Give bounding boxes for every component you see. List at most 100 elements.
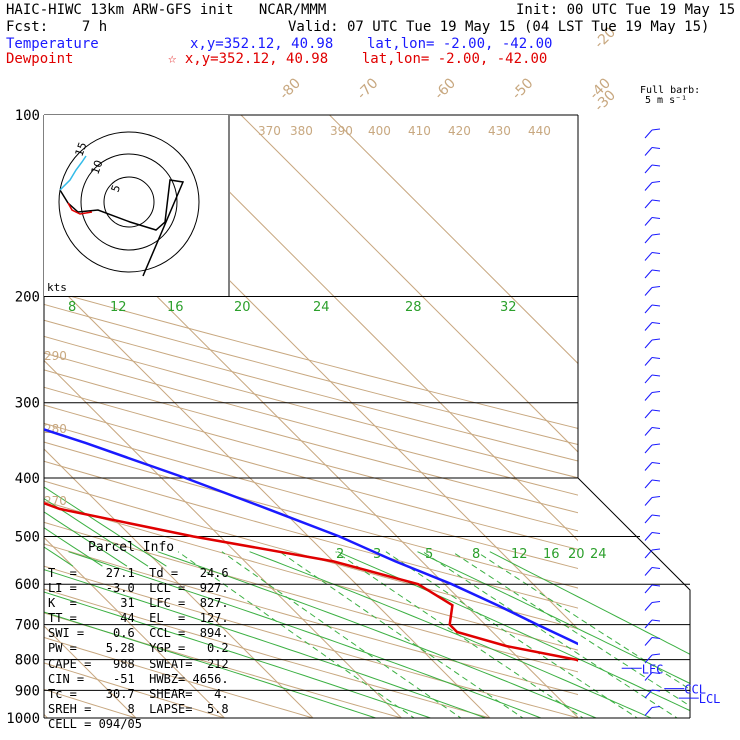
wind-barb-flag <box>644 654 653 664</box>
barb-legend-line2: 5 m s⁻¹ <box>645 95 688 106</box>
dry-adiabat-line <box>44 565 578 718</box>
pressure-tick-label: 500 <box>15 529 40 545</box>
plot-frame-skew <box>577 477 691 718</box>
theta-label: 370 <box>258 124 281 138</box>
dewpoint-location: ☆ x,y=352.12, 40.98 lat,lon= -2.00, -42.… <box>168 51 548 67</box>
wind-barb-flag <box>644 619 653 629</box>
dry-adiabat-line <box>44 319 578 462</box>
wind-barb-flag <box>644 357 653 366</box>
temperature-label: Temperature <box>6 36 99 52</box>
dry-adiabat-line <box>44 352 578 496</box>
hodograph-units-label: kts <box>47 281 67 294</box>
hodograph-trace <box>59 179 185 277</box>
wind-barb-flag <box>644 444 653 454</box>
mixing-ratio-label: 2 <box>336 547 344 562</box>
wind-barb <box>651 252 661 254</box>
pressure-tick-label: 300 <box>15 396 40 412</box>
wind-barb <box>651 217 661 219</box>
wind-barb-flag <box>644 339 653 349</box>
theta-label: 270 <box>44 494 67 508</box>
wind-barb <box>651 147 661 149</box>
mixing-ratio-line <box>279 551 543 718</box>
wind-barb-flag <box>644 252 653 261</box>
isotherm-line <box>328 115 578 365</box>
isotherm-line <box>44 536 226 718</box>
isotherm-line <box>44 271 491 718</box>
dewpoint-profile <box>44 501 578 662</box>
mixing-ratio-label: 16 <box>167 300 184 315</box>
barb-legend-line1: Full barb: <box>640 85 701 96</box>
wind-barb-flag <box>644 567 653 576</box>
mixing-ratio-label: 5 <box>425 547 433 562</box>
moist-adiabat-line <box>44 551 468 718</box>
wind-barb <box>651 409 661 412</box>
wind-barb-flag <box>644 182 653 191</box>
wind-barbs <box>644 128 661 716</box>
moist-adiabat-line <box>489 551 690 718</box>
theta-label: 410 <box>408 124 431 138</box>
dry-adiabat-line <box>44 636 315 718</box>
level-marker-label: LFC <box>642 662 664 676</box>
wind-barb <box>651 286 661 288</box>
dry-adiabat-line <box>44 662 227 718</box>
wind-barb <box>651 548 661 551</box>
wind-barb-flag <box>644 392 653 401</box>
moist-adiabat-line <box>44 551 521 718</box>
dry-adiabat-line <box>44 441 578 589</box>
pressure-tick-label: 200 <box>15 290 40 306</box>
temperature-profile <box>44 428 578 646</box>
wind-barb <box>651 233 661 236</box>
parcel-info-row: CELL = 094/05 <box>48 716 142 731</box>
wind-barb-flag <box>644 672 653 681</box>
parcel-info-row: CIN = -51 HWBZ= 4656. <box>48 671 229 686</box>
wind-barb-flag <box>644 409 653 419</box>
wind-barb <box>651 427 661 429</box>
plot-frame <box>43 114 691 719</box>
wind-barb <box>651 164 661 167</box>
wind-barb-flag <box>644 287 653 296</box>
temperature-location: x,y=352.12, 40.98 lat,lon= -2.00, -42.00 <box>190 36 553 52</box>
wind-barb <box>651 601 661 603</box>
wind-barb <box>651 181 661 183</box>
theta-label: 420 <box>448 124 471 138</box>
mixing-ratio-label: 24 <box>590 547 607 562</box>
mixing-ratio-label: 28 <box>405 300 422 315</box>
wind-barb <box>651 689 661 692</box>
wind-barb-flag <box>644 584 653 594</box>
mixing-ratio-label: 12 <box>511 547 528 562</box>
moist-adiabat-line <box>249 551 681 718</box>
parcel-info-row: K = 31 LFC = 827. <box>48 596 229 611</box>
isotherm-label: -50 <box>509 75 536 102</box>
mixing-ratio-label: 16 <box>543 547 560 562</box>
pressure-tick-label: 800 <box>15 653 40 669</box>
hodograph-ring <box>58 131 200 273</box>
wind-barb <box>651 514 661 517</box>
pressure-tick-label: 100 <box>15 108 40 124</box>
theta-label: 430 <box>488 124 511 138</box>
wind-barb <box>651 653 661 656</box>
wind-barb-flag <box>644 199 653 209</box>
wind-barb <box>651 532 661 534</box>
parcel-info-row: TT = 44 EL = 127. <box>48 611 229 626</box>
pressure-axis: 100 200 300 400 500 600 700 800 900 1000 <box>6 108 40 727</box>
moist-adiabat-line <box>68 551 574 718</box>
wind-barb <box>651 374 661 377</box>
wind-barb-flag <box>644 164 653 174</box>
wind-barb <box>651 619 661 622</box>
model-title: HAIC-HIWC 13km ARW-GFS init NCAR/MMM <box>6 2 327 18</box>
wind-barb <box>651 322 661 324</box>
wind-barb <box>651 128 661 131</box>
dry-adiabat-line <box>44 612 404 718</box>
wind-barb-flag <box>644 514 653 524</box>
moist-line <box>0 297 36 567</box>
pressure-tick-label: 600 <box>15 577 40 593</box>
wind-barb <box>651 567 661 569</box>
wind-barb <box>651 462 661 464</box>
dry-adiabat-line <box>44 588 492 718</box>
mixing-ratio-label: 24 <box>313 300 330 315</box>
level-marker-label: LCL <box>699 692 721 706</box>
wind-barb <box>651 637 661 639</box>
wind-barb-flag <box>644 322 653 331</box>
dry-adiabat-line <box>44 500 578 651</box>
theta-label: 390 <box>330 124 353 138</box>
